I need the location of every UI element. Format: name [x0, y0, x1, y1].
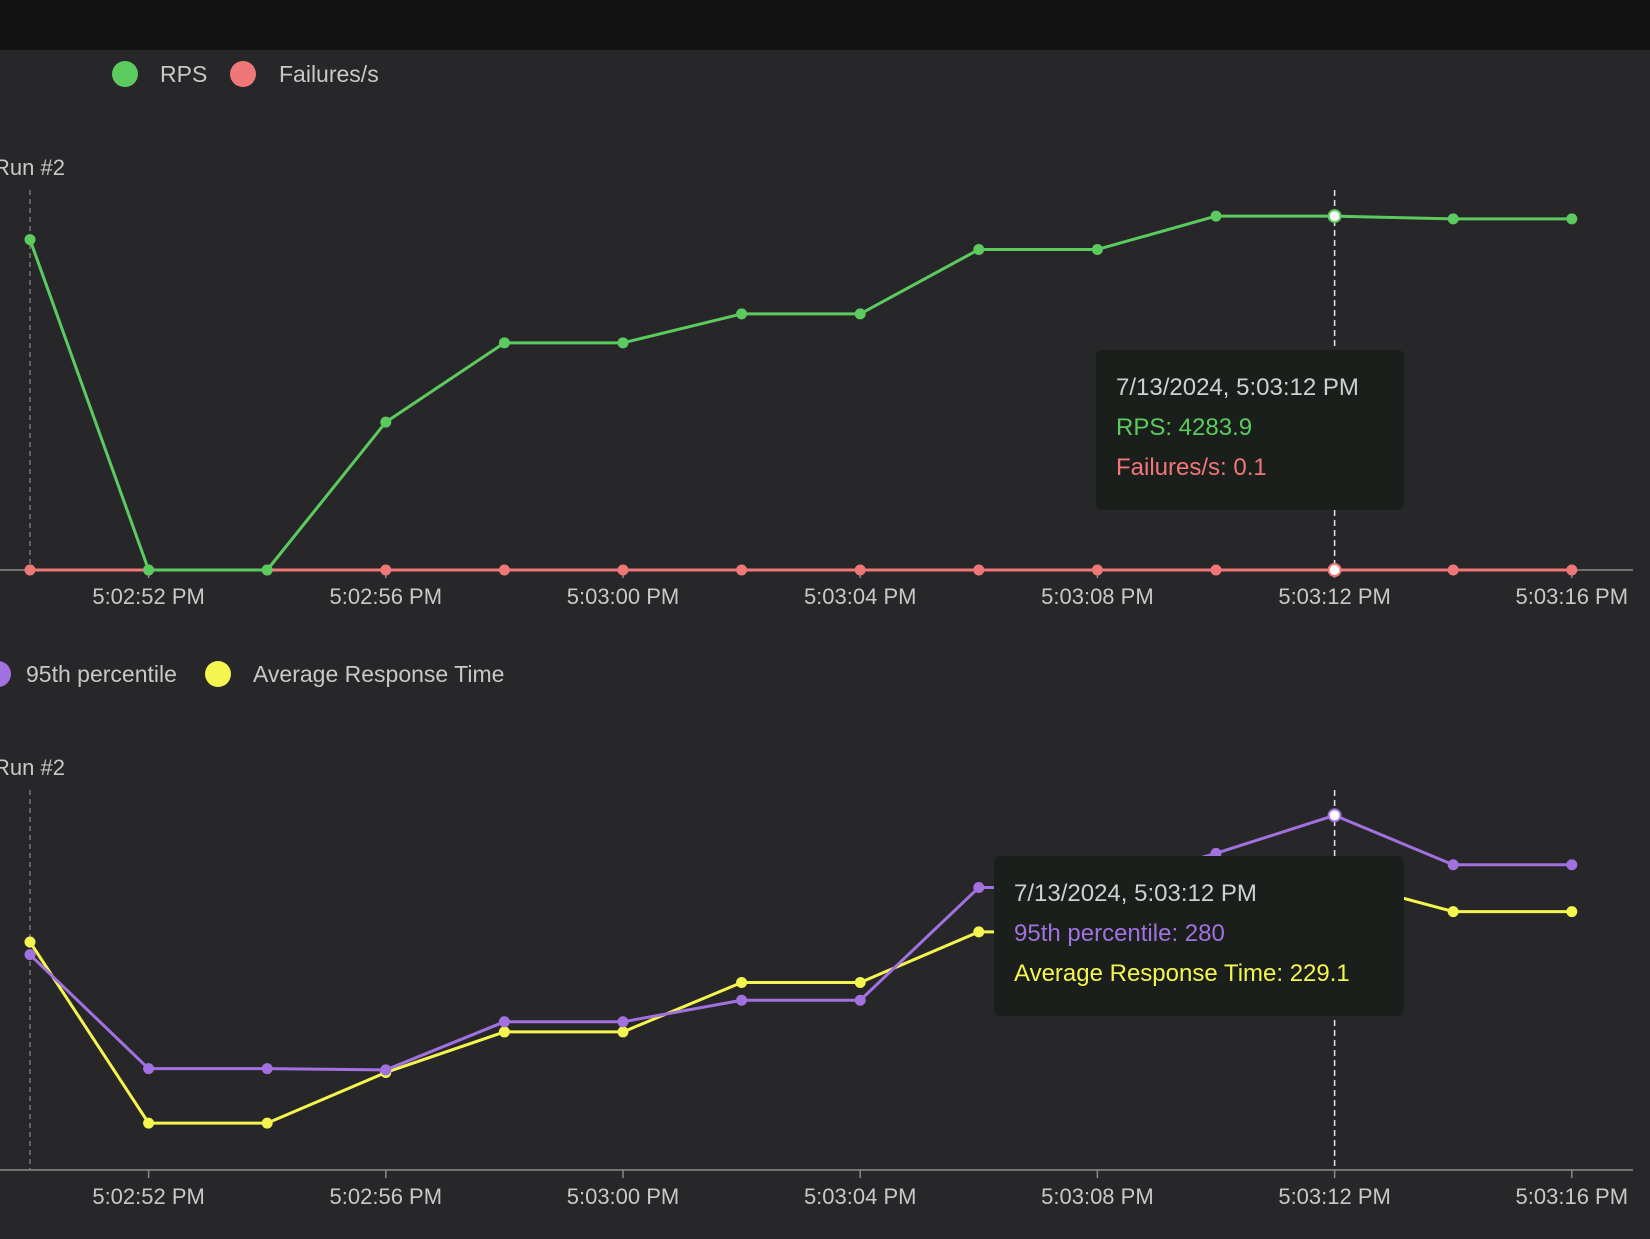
p95-data-point [973, 882, 985, 894]
p95-data-point [261, 1063, 273, 1075]
response-time-legend[interactable]: 95th percentile Average Response Time [0, 661, 504, 687]
p95-data-point [1566, 859, 1578, 871]
p95-data-point [1447, 859, 1459, 871]
rps-tooltip-title: 7/13/2024, 5:03:12 PM [1116, 374, 1359, 401]
avg-data-point [854, 977, 866, 989]
avg-data-point [498, 1026, 510, 1038]
legend-p95-label[interactable]: 95th percentile [26, 661, 177, 687]
x-tick-label: 5:03:12 PM [1278, 584, 1391, 609]
rps-data-point [1091, 243, 1103, 255]
legend-p95-swatch[interactable] [0, 661, 11, 687]
x-tick-label: 5:02:52 PM [92, 584, 205, 609]
avg-data-point [143, 1117, 155, 1129]
rps-data-point [143, 564, 155, 576]
avg-tooltip-line: Average Response Time: 229.1 [1014, 960, 1350, 987]
rps-data-point [973, 243, 985, 255]
p95-data-point [617, 1016, 629, 1028]
failures-data-point [854, 564, 866, 576]
failures-data-point [1210, 564, 1222, 576]
p95-data-point [380, 1064, 392, 1076]
x-tick-label: 5:03:04 PM [804, 584, 917, 609]
rps-data-point [617, 337, 629, 349]
failures-data-point [1327, 562, 1342, 577]
p95-data-point [498, 1016, 510, 1028]
x-tick-label: 5:02:56 PM [330, 1184, 443, 1209]
x-tick-label: 5:03:00 PM [567, 1184, 680, 1209]
failures-data-point [24, 564, 36, 576]
rps-series-line [28, 214, 1572, 572]
avg-data-point [736, 977, 748, 989]
failures-data-point [1447, 564, 1459, 576]
legend-failures-label[interactable]: Failures/s [279, 61, 379, 87]
legend-rps-label[interactable]: RPS [160, 61, 207, 87]
p95-data-point [24, 949, 36, 961]
rps-data-point [1327, 209, 1342, 224]
p95-data-point [1327, 808, 1342, 823]
rps-data-point [1210, 210, 1222, 222]
x-tick-label: 5:03:04 PM [804, 1184, 917, 1209]
legend-failures-swatch[interactable] [230, 61, 256, 87]
x-tick-label: 5:03:00 PM [567, 584, 680, 609]
avg-data-point [973, 926, 985, 938]
rps-data-point [261, 564, 273, 576]
rps-data-point [24, 234, 36, 246]
legend-avg-label[interactable]: Average Response Time [253, 661, 504, 687]
failures-data-point [380, 564, 392, 576]
response-time-tooltip: 7/13/2024, 5:03:12 PM 95th percentile: 2… [994, 856, 1404, 1016]
legend-rps-swatch[interactable] [112, 61, 138, 87]
rps-data-point [498, 337, 510, 349]
failures-data-point [1091, 564, 1103, 576]
avg-data-point [1447, 906, 1459, 918]
legend-avg-swatch[interactable] [205, 661, 231, 687]
failures-data-point [498, 564, 510, 576]
x-tick-label: 5:03:08 PM [1041, 584, 1154, 609]
avg-data-point [261, 1117, 273, 1129]
p95-data-point [854, 994, 866, 1006]
failures-data-point [1566, 564, 1578, 576]
x-tick-label: 5:02:56 PM [330, 584, 443, 609]
rps-plot-area: 5:02:52 PM 5:02:56 PM 5:03:00 PM 5:03:04 PM… [0, 190, 1633, 609]
avg-data-point [617, 1026, 629, 1038]
x-tick-label: 5:03:16 PM [1516, 1184, 1629, 1209]
failures-data-point [973, 564, 985, 576]
x-tick-label: 5:03:12 PM [1278, 1184, 1391, 1209]
run-annotation-label: Run #2 [0, 755, 65, 780]
rps-data-point [736, 308, 748, 320]
avg-data-point [1566, 906, 1578, 918]
response-time-tooltip-title: 7/13/2024, 5:03:12 PM [1014, 880, 1257, 907]
p95-data-point [736, 994, 748, 1006]
rps-tooltip-line: RPS: 4283.9 [1116, 414, 1253, 441]
p95-data-point [143, 1063, 155, 1075]
x-tick-label: 5:03:16 PM [1516, 584, 1629, 609]
rps-chart: RPS Failures/s Run #2 5:02:52 PM 5:02:56 … [0, 61, 1633, 609]
failures-data-point [736, 564, 748, 576]
rps-data-point [1447, 213, 1459, 225]
rps-legend[interactable]: RPS Failures/s [112, 61, 379, 87]
failures-data-point [617, 564, 629, 576]
response-time-chart: 95th percentile Average Response Time Ru… [0, 661, 1633, 1209]
p95-series-line [28, 813, 1572, 1072]
x-tick-label: 5:03:08 PM [1041, 1184, 1154, 1209]
top-bar [0, 0, 1650, 50]
rps-tooltip: 7/13/2024, 5:03:12 PM RPS: 4283.9 Failur… [1096, 350, 1404, 510]
rps-data-point [1566, 213, 1578, 225]
response-time-plot-area: 5:02:52 PM 5:02:56 PM 5:03:00 PM 5:03:04 PM… [0, 790, 1633, 1209]
rps-data-point [854, 308, 866, 320]
failures-tooltip-line: Failures/s: 0.1 [1116, 454, 1267, 481]
avg-data-point [24, 936, 36, 948]
run-annotation-label: Run #2 [0, 155, 65, 180]
x-tick-label: 5:02:52 PM [92, 1184, 205, 1209]
p95-tooltip-line: 95th percentile: 280 [1014, 920, 1225, 947]
rps-data-point [380, 416, 392, 428]
